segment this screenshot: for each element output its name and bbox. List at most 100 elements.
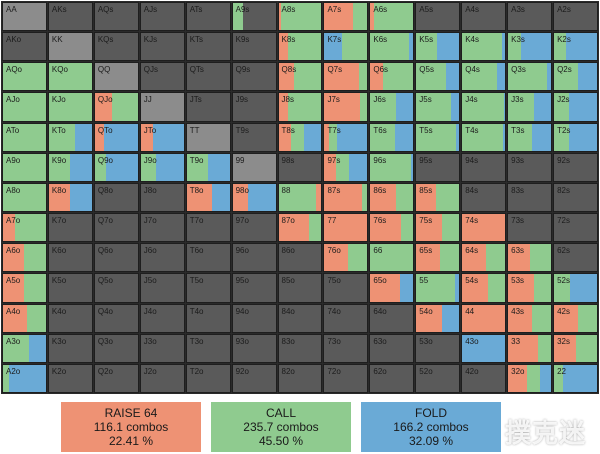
hand-cell-54s[interactable]: 54s — [461, 273, 507, 303]
hand-cell-qjs[interactable]: QJs — [139, 62, 185, 92]
hand-cell-k7s[interactable]: K7s — [323, 32, 369, 62]
hand-cell-62o[interactable]: 62o — [369, 363, 415, 393]
hand-cell-ajs[interactable]: AJs — [139, 2, 185, 32]
hand-cell-t8o[interactable]: T8o — [185, 182, 231, 213]
hand-cell-j8o[interactable]: J8o — [139, 182, 185, 213]
hand-cell-43s[interactable]: 43s — [507, 303, 553, 333]
hand-cell-kk[interactable]: KK — [47, 32, 93, 62]
hand-cell-q5o[interactable]: Q5o — [93, 273, 139, 303]
hand-cell-99[interactable]: 99 — [231, 152, 277, 182]
hand-cell-j7s[interactable]: J7s — [323, 92, 369, 122]
hand-cell-65s[interactable]: 65s — [415, 243, 461, 273]
hand-cell-75o[interactable]: 75o — [323, 273, 369, 303]
hand-cell-k3s[interactable]: K3s — [507, 32, 553, 62]
hand-cell-aqs[interactable]: AQs — [93, 2, 139, 32]
hand-cell-a9o[interactable]: A9o — [2, 152, 47, 182]
hand-cell-q6s[interactable]: Q6s — [369, 62, 415, 92]
hand-cell-qto[interactable]: QTo — [93, 122, 139, 152]
hand-cell-k5s[interactable]: K5s — [415, 32, 461, 62]
hand-cell-t2s[interactable]: T2s — [553, 122, 598, 152]
hand-cell-t7o[interactable]: T7o — [185, 213, 231, 243]
hand-cell-87s[interactable]: 87s — [323, 182, 369, 213]
hand-cell-t3o[interactable]: T3o — [185, 333, 231, 363]
hand-cell-q7s[interactable]: Q7s — [323, 62, 369, 92]
hand-cell-k4s[interactable]: K4s — [461, 32, 507, 62]
hand-cell-j6o[interactable]: J6o — [139, 243, 185, 273]
hand-cell-52s[interactable]: 52s — [553, 273, 598, 303]
hand-cell-83o[interactable]: 83o — [277, 333, 323, 363]
hand-cell-86s[interactable]: 86s — [369, 182, 415, 213]
hand-cell-t9o[interactable]: T9o — [185, 152, 231, 182]
hand-cell-aks[interactable]: AKs — [47, 2, 93, 32]
hand-cell-j4o[interactable]: J4o — [139, 303, 185, 333]
hand-cell-t3s[interactable]: T3s — [507, 122, 553, 152]
hand-cell-93s[interactable]: 93s — [507, 152, 553, 182]
hand-cell-33[interactable]: 33 — [507, 333, 553, 363]
hand-cell-qjo[interactable]: QJo — [93, 92, 139, 122]
hand-cell-92s[interactable]: 92s — [553, 152, 598, 182]
hand-cell-98o[interactable]: 98o — [231, 182, 277, 213]
hand-cell-kto[interactable]: KTo — [47, 122, 93, 152]
hand-cell-q8s[interactable]: Q8s — [277, 62, 323, 92]
hand-cell-q6o[interactable]: Q6o — [93, 243, 139, 273]
hand-cell-97o[interactable]: 97o — [231, 213, 277, 243]
hand-cell-93o[interactable]: 93o — [231, 333, 277, 363]
hand-cell-62s[interactable]: 62s — [553, 243, 598, 273]
hand-cell-t6o[interactable]: T6o — [185, 243, 231, 273]
hand-cell-ato[interactable]: ATo — [2, 122, 47, 152]
hand-cell-63o[interactable]: 63o — [369, 333, 415, 363]
hand-cell-a6o[interactable]: A6o — [2, 243, 47, 273]
hand-cell-k7o[interactable]: K7o — [47, 213, 93, 243]
hand-cell-a9s[interactable]: A9s — [231, 2, 277, 32]
hand-cell-a4s[interactable]: A4s — [461, 2, 507, 32]
hand-cell-q5s[interactable]: Q5s — [415, 62, 461, 92]
hand-cell-73s[interactable]: 73s — [507, 213, 553, 243]
hand-cell-74o[interactable]: 74o — [323, 303, 369, 333]
hand-cell-98s[interactable]: 98s — [277, 152, 323, 182]
hand-cell-kts[interactable]: KTs — [185, 32, 231, 62]
hand-cell-q9s[interactable]: Q9s — [231, 62, 277, 92]
hand-cell-66[interactable]: 66 — [369, 243, 415, 273]
hand-cell-k8o[interactable]: K8o — [47, 182, 93, 213]
hand-cell-53s[interactable]: 53s — [507, 273, 553, 303]
hand-cell-54o[interactable]: 54o — [415, 303, 461, 333]
hand-cell-t5s[interactable]: T5s — [415, 122, 461, 152]
hand-cell-t5o[interactable]: T5o — [185, 273, 231, 303]
hand-cell-42o[interactable]: 42o — [461, 363, 507, 393]
hand-cell-k8s[interactable]: K8s — [277, 32, 323, 62]
hand-cell-q8o[interactable]: Q8o — [93, 182, 139, 213]
hand-cell-55[interactable]: 55 — [415, 273, 461, 303]
hand-cell-q4s[interactable]: Q4s — [461, 62, 507, 92]
hand-cell-j7o[interactable]: J7o — [139, 213, 185, 243]
hand-cell-j5s[interactable]: J5s — [415, 92, 461, 122]
hand-cell-76s[interactable]: 76s — [369, 213, 415, 243]
hand-cell-k9o[interactable]: K9o — [47, 152, 93, 182]
hand-cell-53o[interactable]: 53o — [415, 333, 461, 363]
hand-cell-a5o[interactable]: A5o — [2, 273, 47, 303]
hand-cell-82o[interactable]: 82o — [277, 363, 323, 393]
hand-cell-kqo[interactable]: KQo — [47, 62, 93, 92]
hand-cell-94o[interactable]: 94o — [231, 303, 277, 333]
hand-cell-j8s[interactable]: J8s — [277, 92, 323, 122]
hand-cell-94s[interactable]: 94s — [461, 152, 507, 182]
hand-cell-32o[interactable]: 32o — [507, 363, 553, 393]
hand-cell-k2s[interactable]: K2s — [553, 32, 598, 62]
hand-cell-j2o[interactable]: J2o — [139, 363, 185, 393]
hand-cell-k3o[interactable]: K3o — [47, 333, 93, 363]
hand-cell-73o[interactable]: 73o — [323, 333, 369, 363]
hand-cell-j4s[interactable]: J4s — [461, 92, 507, 122]
hand-cell-k6o[interactable]: K6o — [47, 243, 93, 273]
hand-cell-64o[interactable]: 64o — [369, 303, 415, 333]
hand-cell-q3s[interactable]: Q3s — [507, 62, 553, 92]
hand-cell-t4s[interactable]: T4s — [461, 122, 507, 152]
hand-cell-44[interactable]: 44 — [461, 303, 507, 333]
hand-cell-92o[interactable]: 92o — [231, 363, 277, 393]
hand-cell-k5o[interactable]: K5o — [47, 273, 93, 303]
hand-cell-t6s[interactable]: T6s — [369, 122, 415, 152]
hand-cell-tt[interactable]: TT — [185, 122, 231, 152]
hand-cell-a6s[interactable]: A6s — [369, 2, 415, 32]
hand-cell-j6s[interactable]: J6s — [369, 92, 415, 122]
hand-cell-64s[interactable]: 64s — [461, 243, 507, 273]
hand-cell-q3o[interactable]: Q3o — [93, 333, 139, 363]
hand-cell-75s[interactable]: 75s — [415, 213, 461, 243]
